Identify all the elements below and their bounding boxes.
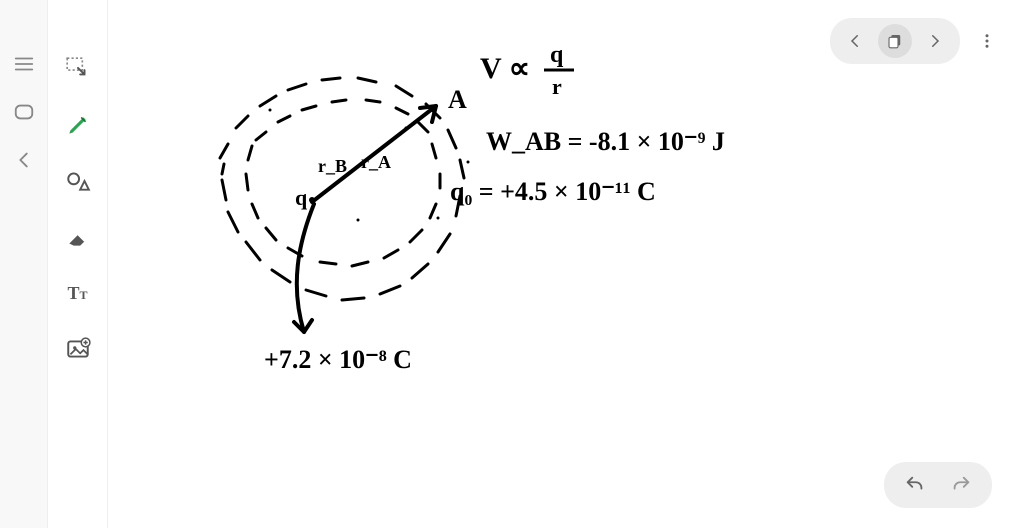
label-rB: r_B [318,156,347,176]
page-nav-pill [830,18,960,64]
hamburger-menu-icon[interactable] [12,52,36,76]
label-q: q [295,185,308,210]
shapes-tool-icon[interactable] [63,166,93,196]
handwriting-layer: A q r_A r_B V ∝ q r W_AB = -8.1 × 10⁻⁹ J… [108,0,1024,528]
eraser-tool-icon[interactable] [63,222,93,252]
redo-button[interactable] [944,468,978,502]
image-tool-icon[interactable] [63,334,93,364]
eq2: W_AB = -8.1 × 10⁻⁹ J [486,127,725,156]
eq1-bot: r [552,74,562,99]
text-tool-icon[interactable]: TT [63,278,93,308]
undo-redo-pill [884,462,992,508]
kebab-menu-icon[interactable] [970,24,1004,58]
eq4: +7.2 × 10⁻⁸ C [264,345,412,374]
pen-tool-icon[interactable] [63,110,93,140]
label-A: A [448,85,467,114]
page-stack-icon[interactable] [878,24,912,58]
eq3: q₀ = +4.5 × 10⁻¹¹ C [450,177,656,206]
drawing-canvas[interactable]: A q r_A r_B V ∝ q r W_AB = -8.1 × 10⁻⁹ J… [108,0,1024,528]
roundrect-icon[interactable] [12,100,36,124]
select-tool-icon[interactable] [63,54,93,84]
eq1: V ∝ [480,52,530,85]
prev-page-button[interactable] [838,24,872,58]
next-page-button[interactable] [918,24,952,58]
undo-button[interactable] [898,468,932,502]
back-chevron-icon[interactable] [12,148,36,172]
eq1-top: q [550,42,564,68]
label-rA: r_A [361,152,391,172]
